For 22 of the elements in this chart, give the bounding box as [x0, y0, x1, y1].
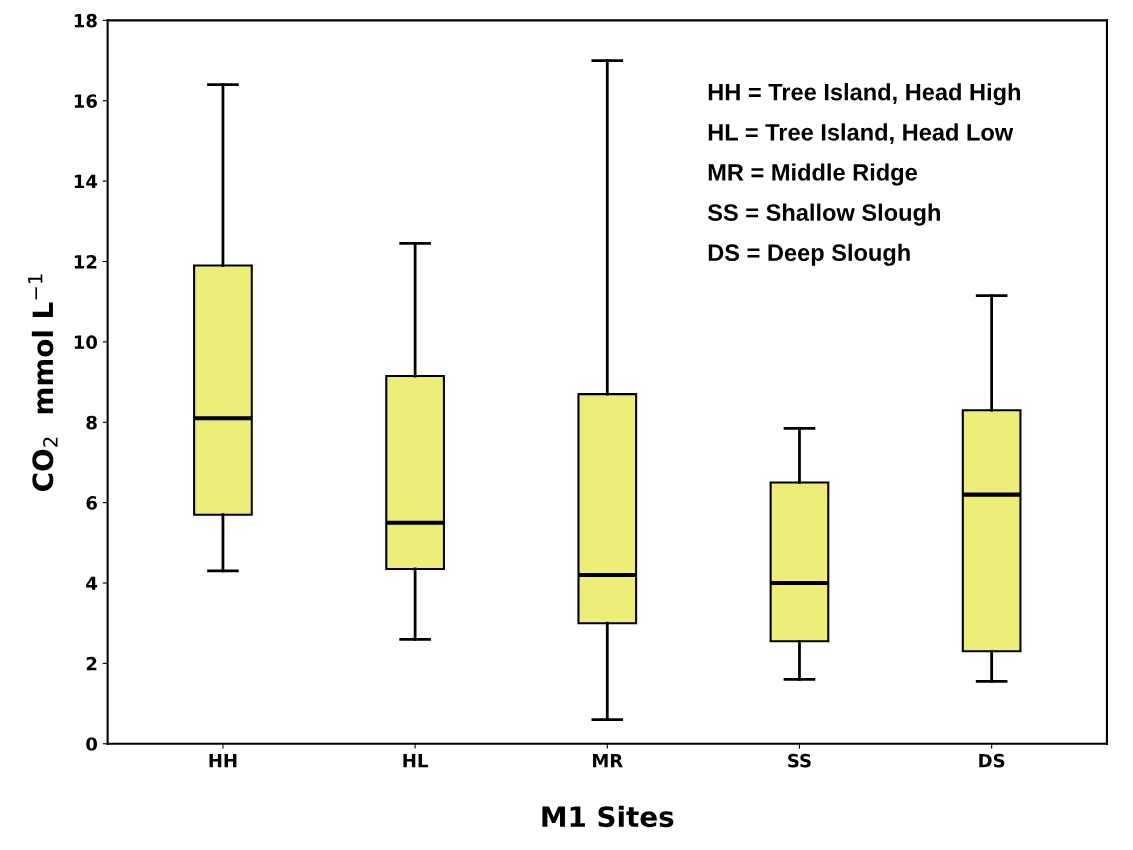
y-tick-label: 12 [74, 254, 97, 269]
y-tick-label: 14 [74, 174, 98, 188]
annotation: MR = Middle Ridge [708, 163, 917, 186]
annotation: SS = Shallow Slough [707, 203, 940, 226]
annotation: DS = Deep Slough [708, 243, 910, 266]
y-tick-label: 4 [86, 576, 98, 590]
y-tick-label: 2 [86, 656, 97, 671]
text: CO$_{2}$ mmol L$^{−1}$ [28, 274, 58, 491]
x-tick-label: HH [209, 754, 237, 768]
x-tick-label: DS [979, 753, 1005, 768]
x-tick-label: SS [788, 753, 811, 768]
x-axis-title: M1 Sites [542, 805, 674, 828]
y-tick-label: 0 [86, 737, 98, 751]
x-tick-label: MR [593, 754, 623, 768]
y-tick-label: 6 [86, 496, 97, 510]
y-tick-label: 8 [86, 415, 97, 430]
annotation: HL = Tree Island, Head Low [708, 123, 1014, 145]
x-tick-label: HL [403, 754, 428, 768]
y-tick-label: 18 [74, 13, 97, 28]
y-tick-label: 16 [74, 94, 97, 108]
annotation: HH = Tree Island, Head High [708, 83, 1020, 106]
y-tick-label: 10 [74, 335, 98, 350]
